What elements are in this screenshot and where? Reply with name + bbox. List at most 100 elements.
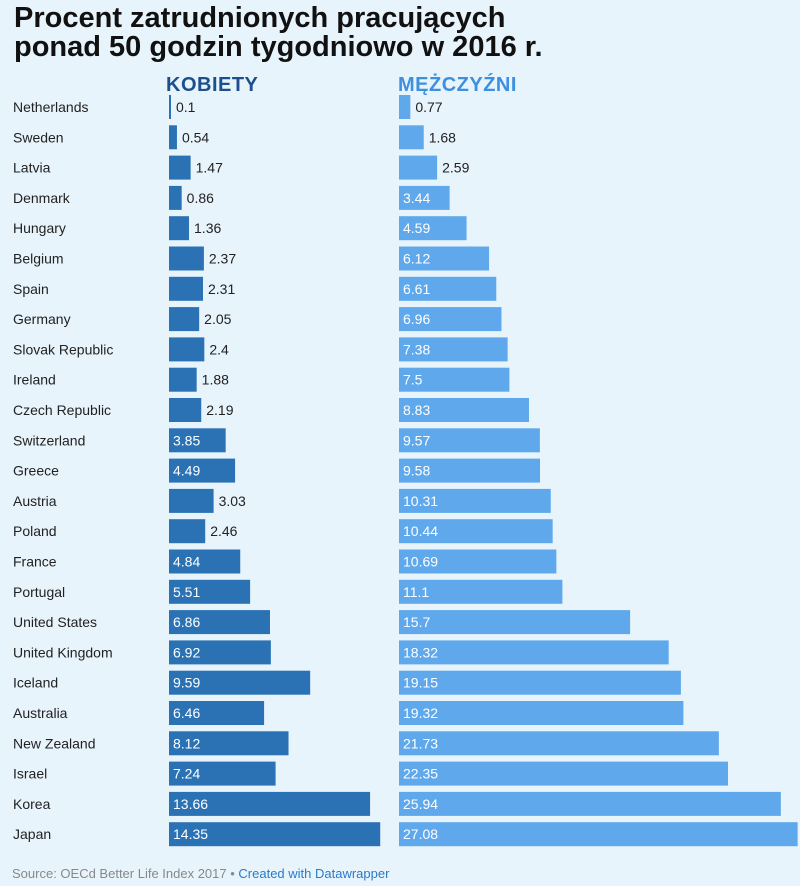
- data-label: 0.86: [187, 190, 214, 206]
- data-label: 6.92: [173, 644, 200, 660]
- data-label: 6.86: [173, 614, 200, 630]
- bar-women: [169, 791, 371, 816]
- category-label: Switzerland: [13, 432, 85, 448]
- bar-women: [169, 731, 289, 756]
- bar-women: [169, 549, 241, 574]
- category-label: Belgium: [13, 251, 64, 267]
- data-label: 6.96: [403, 311, 430, 327]
- category-label: Australia: [13, 705, 68, 721]
- bar-men: [399, 155, 438, 180]
- bar-women: [169, 579, 251, 604]
- data-label: 4.49: [173, 463, 200, 479]
- category-label: Iceland: [13, 675, 58, 691]
- bar-men: [399, 670, 681, 695]
- category-label: Austria: [13, 493, 57, 509]
- bar-women: [169, 458, 236, 483]
- category-label: Slovak Republic: [13, 341, 113, 357]
- data-label: 1.88: [202, 372, 229, 388]
- data-label: 18.32: [403, 644, 438, 660]
- bar-men: [399, 185, 450, 210]
- bar-women: [169, 398, 202, 422]
- data-label: 3.85: [173, 432, 200, 448]
- data-label: 15.7: [403, 614, 430, 630]
- data-label: 1.36: [194, 220, 221, 236]
- bar-women: [169, 337, 205, 362]
- category-label: Germany: [13, 311, 71, 327]
- bar-women: [169, 155, 191, 180]
- title-line-2: ponad 50 godzin tygodniowo w 2016 r.: [14, 31, 543, 63]
- bar-women: [169, 519, 206, 544]
- bar-men: [399, 549, 557, 574]
- bar-men: [399, 276, 497, 301]
- bar-women: [169, 610, 270, 635]
- data-label: 25.94: [403, 796, 438, 812]
- bar-women: [169, 125, 177, 150]
- data-label: 7.5: [403, 372, 423, 388]
- data-label: 13.66: [173, 796, 208, 812]
- bar-men: [399, 640, 669, 665]
- category-label: United Kingdom: [13, 644, 113, 660]
- category-label: Spain: [13, 281, 49, 297]
- data-label: 4.59: [403, 220, 430, 236]
- data-label: 2.19: [206, 402, 233, 418]
- data-label: 10.69: [403, 554, 438, 570]
- bar-men: [399, 488, 551, 513]
- title-line-1: Procent zatrudnionych pracujących: [14, 2, 506, 34]
- bar-men: [399, 701, 684, 725]
- data-label: 3.03: [219, 493, 246, 509]
- bar-women: [169, 488, 214, 513]
- bar-women: [169, 640, 271, 665]
- category-label: Hungary: [13, 220, 66, 236]
- data-label: 21.73: [403, 735, 438, 751]
- category-label: New Zealand: [13, 735, 96, 751]
- bar-men: [399, 337, 508, 362]
- data-label: 27.08: [403, 826, 438, 842]
- bar-men: [399, 367, 510, 392]
- data-label: 10.44: [403, 523, 438, 539]
- data-label: 10.31: [403, 493, 438, 509]
- chart-title: Procent zatrudnionych pracujących ponad …: [14, 4, 543, 62]
- bar-men: [399, 95, 411, 119]
- category-label: Greece: [13, 463, 59, 479]
- datawrapper-link[interactable]: Created with Datawrapper: [238, 866, 390, 881]
- data-label: 8.12: [173, 735, 200, 751]
- bar-chart: Netherlands 0.1 0.77 Sweden 0.54 1.68 Latvia 1.…: [13, 95, 798, 847]
- data-label: 1.47: [196, 160, 223, 176]
- series-header-women: KOBIETY: [166, 74, 259, 96]
- bar-women: [169, 95, 171, 119]
- data-label: 1.68: [429, 129, 456, 145]
- bar-women: [169, 428, 226, 453]
- bar-men: [399, 428, 540, 453]
- category-label: Poland: [13, 523, 57, 539]
- bar-men: [399, 822, 798, 847]
- data-label: 6.12: [403, 251, 430, 267]
- bar-women: [169, 307, 200, 332]
- data-label: 9.58: [403, 463, 430, 479]
- bar-men: [399, 761, 728, 786]
- series-header-men: MĘŻCZYŹNI: [398, 74, 517, 96]
- data-label: 2.4: [209, 341, 229, 357]
- data-label: 2.46: [210, 523, 237, 539]
- bar-women: [169, 185, 182, 210]
- bar-men: [399, 307, 502, 332]
- source-note: Source: OECd Better Life Index 2017 • Cr…: [12, 866, 389, 881]
- data-label: 5.51: [173, 584, 200, 600]
- data-label: 14.35: [173, 826, 208, 842]
- bar-women: [169, 670, 311, 695]
- category-label: Ireland: [13, 372, 56, 388]
- data-label: 0.54: [182, 129, 209, 145]
- data-label: 6.61: [403, 281, 430, 297]
- data-label: 3.44: [403, 190, 430, 206]
- data-label: 4.84: [173, 554, 200, 570]
- data-label: 19.15: [403, 675, 438, 691]
- category-label: France: [13, 554, 57, 570]
- data-label: 2.05: [204, 311, 231, 327]
- bar-women: [169, 822, 381, 847]
- bar-men: [399, 216, 467, 241]
- category-label: Japan: [13, 826, 51, 842]
- bar-men: [399, 246, 490, 271]
- bar-women: [169, 246, 204, 271]
- category-label: Portugal: [13, 584, 65, 600]
- data-label: 0.1: [176, 99, 196, 115]
